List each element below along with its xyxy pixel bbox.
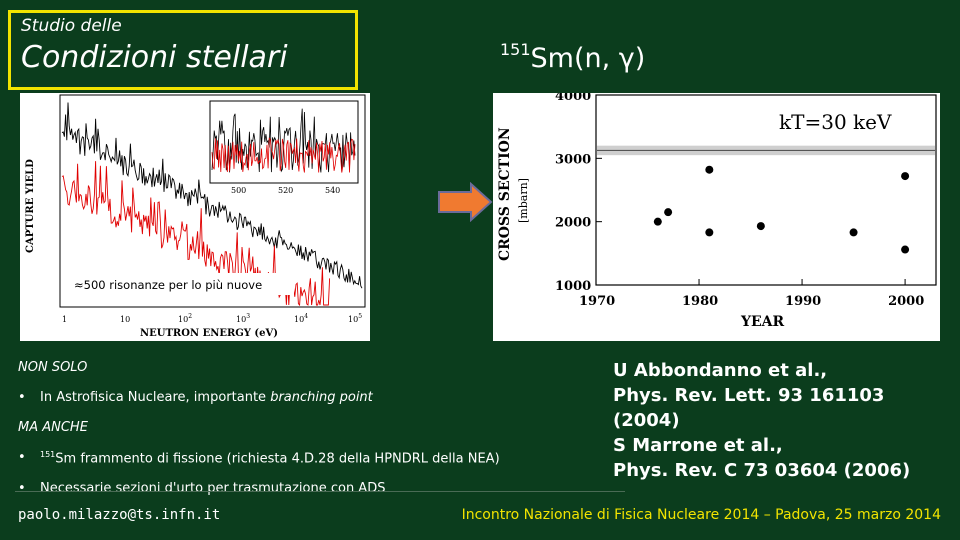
- inset-tick-1: 500: [231, 186, 246, 195]
- chart-ylabel: CROSS SECTION: [497, 127, 513, 261]
- capture-yield-plot: 500 520 540 CAPTURE YIELD 1 10 102 103 1…: [20, 93, 370, 341]
- title-bg: [763, 101, 929, 137]
- right-arrow-icon: [438, 182, 493, 222]
- left-xtick-3: 102: [178, 313, 192, 324]
- left-xtick-4: 103: [236, 313, 250, 324]
- annotation-bg: [70, 273, 294, 295]
- x-tick-label: 1990: [785, 294, 821, 309]
- bullet1-text: In Astrofisica Nucleare, importante: [40, 390, 267, 405]
- footer-conference: Incontro Nazionale di Fisica Nucleare 20…: [461, 507, 941, 523]
- y-tick-label: 3000: [555, 152, 591, 167]
- footer-email[interactable]: paolo.milazzo@ts.infn.it: [18, 507, 221, 523]
- chart-xlabel: YEAR: [740, 314, 785, 330]
- title-big: Condizioni stellari: [21, 40, 288, 75]
- inset-tick-2: 520: [278, 186, 293, 195]
- bullet-fissione: • 151Sm frammento di fissione (richiesta…: [18, 450, 618, 466]
- left-xtick-1: 1: [62, 315, 67, 324]
- bullet3-text: Necessarie sezioni d'urto per trasmutazi…: [40, 481, 386, 497]
- header-ma-anche: MA ANCHE: [18, 420, 88, 435]
- data-point: [756, 222, 765, 231]
- cross-section-chart: kT=30 keV 1000 2000 3000 4000 1970 1980 1990 2…: [493, 89, 940, 341]
- left-ylabel: CAPTURE YIELD: [25, 159, 36, 253]
- cross-section-svg: kT=30 keV 1000 2000 3000 4000 1970 1980 1990 2…: [497, 89, 937, 330]
- bullet2-text: Sm frammento di fissione (richiesta 4.D.…: [55, 451, 500, 467]
- data-point: [705, 165, 714, 174]
- black-spectrum-line: [61, 102, 363, 289]
- right-plot-frame: [595, 94, 937, 286]
- body-text: NON SOLO • In Astrofisica Nucleare, impo…: [18, 360, 618, 511]
- inset-tick-3: 540: [325, 186, 340, 195]
- ref-line-4: Phys. Rev. C 73 03604 (2006): [613, 460, 911, 481]
- bullet1-italic: branching point: [270, 390, 373, 405]
- data-point: [653, 217, 662, 226]
- title-small: Studio delle: [21, 16, 122, 36]
- data-point: [901, 245, 910, 254]
- bullet-ads: • Necessarie sezioni d'urto per trasmuta…: [18, 481, 618, 496]
- bullet-astrofisica: • In Astrofisica Nucleare, importante br…: [18, 390, 618, 405]
- bullet2-mass: 151: [40, 450, 56, 459]
- data-point: [705, 228, 714, 237]
- y-tick-label: 1000: [555, 279, 591, 294]
- inset-red-line: [211, 137, 356, 173]
- data-point: [664, 208, 673, 217]
- x-tick-label: 1970: [579, 294, 615, 309]
- ref-line-1: U Abbondanno et al.,: [613, 360, 828, 381]
- chart-title: kT=30 keV: [779, 110, 892, 134]
- left-xtick-5: 104: [294, 313, 308, 324]
- title-box: Studio delle Condizioni stellari: [8, 10, 358, 90]
- left-xtick-6: 105: [348, 313, 362, 324]
- data-point: [849, 228, 858, 237]
- reaction-mass: 151: [500, 40, 531, 59]
- bullet-dot: •: [18, 450, 26, 465]
- data-point: [901, 172, 910, 181]
- reaction-rest: Sm(n, γ): [530, 43, 646, 74]
- y-tick-label: 4000: [555, 93, 591, 104]
- header-non-solo: NON SOLO: [18, 360, 88, 375]
- x-tick-label: 2000: [888, 294, 924, 309]
- y-tick-label: 2000: [555, 216, 591, 231]
- annotation-text: ≈500 risonanze per lo più nuove: [74, 278, 262, 292]
- references: U Abbondanno et al., Phys. Rev. Lett. 93…: [613, 358, 953, 483]
- reaction-title: 151Sm(n, γ): [500, 40, 645, 74]
- ref-line-3: S Marrone et al.,: [613, 435, 783, 456]
- left-xtick-2: 10: [120, 315, 130, 324]
- left-plot-frame: [59, 94, 366, 308]
- capture-yield-svg: 500 520 540 CAPTURE YIELD 1 10 102 103 1…: [25, 94, 366, 339]
- chart-ylabel-unit: [mbarn]: [517, 178, 530, 223]
- x-tick-label: 1980: [682, 294, 718, 309]
- ref-line-2: Phys. Rev. Lett. 93 161103 (2004): [613, 385, 885, 431]
- left-xlabel: NEUTRON ENERGY (eV): [140, 328, 278, 339]
- bullet-dot: •: [18, 390, 26, 405]
- bullet-dot: •: [18, 481, 26, 497]
- footer-divider: [15, 491, 625, 492]
